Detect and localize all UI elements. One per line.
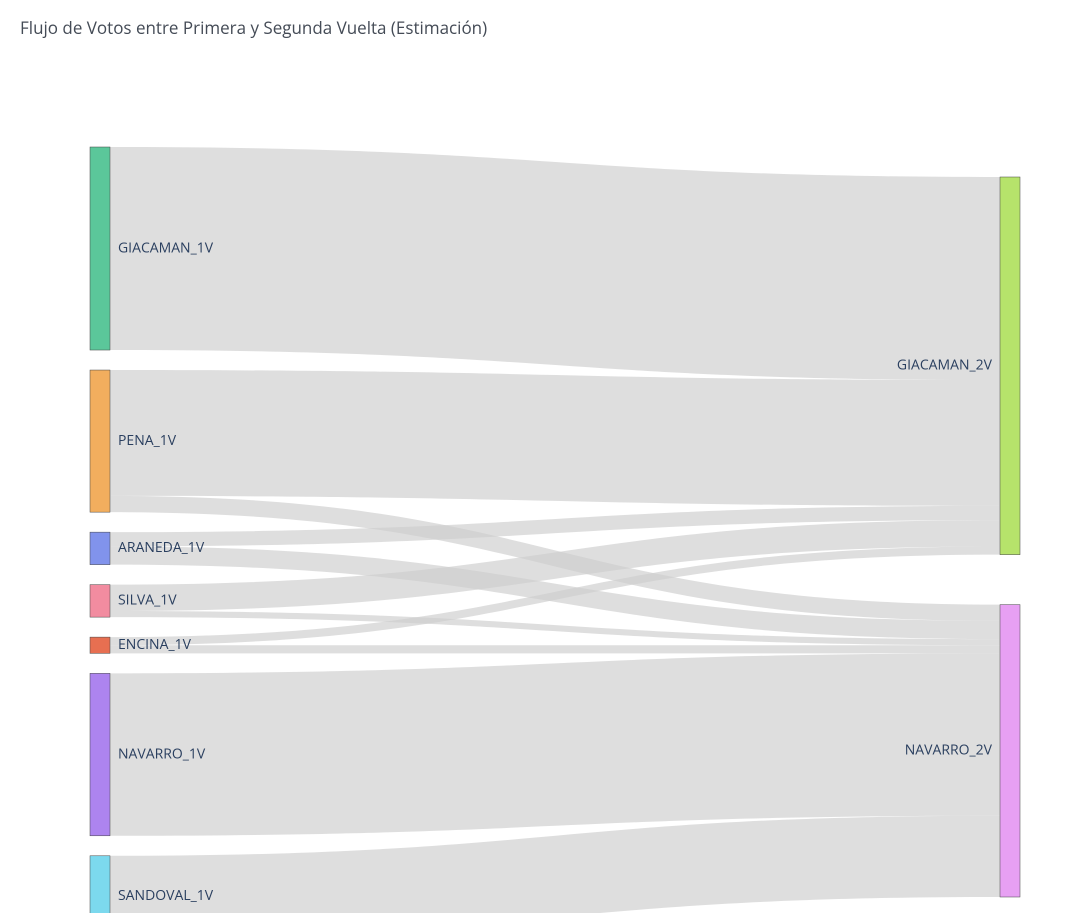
- sankey-node[interactable]: [1000, 605, 1020, 897]
- sankey-link[interactable]: [110, 147, 1000, 380]
- sankey-links: [110, 147, 1000, 913]
- sankey-node[interactable]: [90, 147, 110, 350]
- chart-title: Flujo de Votos entre Primera y Segunda V…: [0, 0, 1074, 47]
- sankey-node-label: SILVA_1V: [118, 591, 177, 610]
- sankey-node-label: NAVARRO_1V: [118, 744, 206, 763]
- sankey-node-label: PENA_1V: [118, 431, 177, 450]
- sankey-node-label: GIACAMAN_2V: [897, 356, 993, 375]
- sankey-link[interactable]: [110, 645, 1000, 653]
- sankey-node-label: NAVARRO_2V: [905, 741, 993, 760]
- sankey-node[interactable]: [1000, 177, 1020, 555]
- sankey-link[interactable]: [110, 653, 1000, 835]
- sankey-svg: GIACAMAN_1V PENA_1V ARANEDA_1V SILVA_1V ENCI…: [0, 47, 1074, 913]
- sankey-node-label: ENCINA_1V: [118, 635, 192, 654]
- sankey-node[interactable]: [90, 370, 110, 512]
- sankey-node[interactable]: [90, 532, 110, 564]
- sankey-node-label: ARANEDA_1V: [118, 538, 205, 557]
- sankey-node-label: SANDOVAL_1V: [118, 886, 214, 905]
- sankey-link[interactable]: [110, 370, 1000, 506]
- sankey-node[interactable]: [90, 673, 110, 835]
- sankey-node[interactable]: [90, 856, 110, 913]
- sankey-chart: Flujo de Votos entre Primera y Segunda V…: [0, 0, 1074, 916]
- sankey-node[interactable]: [90, 637, 110, 653]
- sankey-node[interactable]: [90, 585, 110, 617]
- sankey-node-label: GIACAMAN_1V: [118, 238, 214, 257]
